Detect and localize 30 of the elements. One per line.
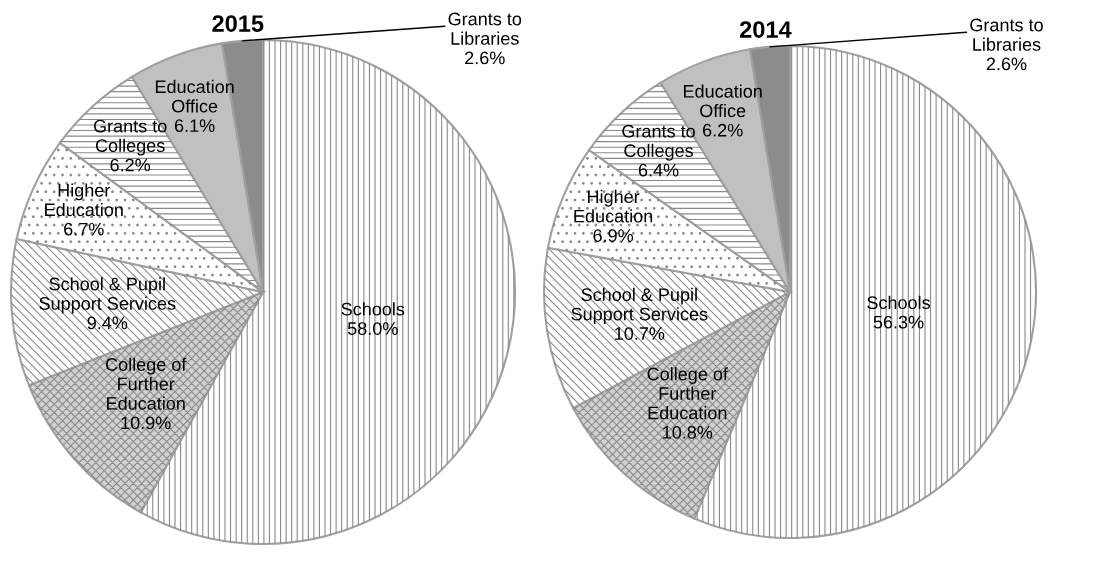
slice-label: School & Pupil Support Services	[571, 287, 708, 325]
data-label: 6.1%	[174, 119, 215, 133]
slice-label: Education Office	[155, 79, 234, 113]
slice-label: Schools	[341, 302, 405, 316]
slice-label: Education Office	[684, 84, 762, 118]
slice-label: College of Further Education	[647, 367, 728, 420]
data-label: 6.7%	[64, 222, 104, 236]
data-label: 6.2%	[110, 158, 151, 172]
slice-label: Higher Education	[45, 183, 123, 217]
slice-label: School & Pupil Support Services	[39, 277, 176, 314]
slice-label: College of Further Education	[105, 357, 187, 410]
slice-label: Grants to Colleges	[622, 124, 695, 161]
data-label: 6.4%	[638, 163, 679, 177]
data-label: 2.6%	[465, 51, 505, 65]
chart-title: 2015	[212, 15, 264, 32]
chart-title: 2014	[739, 21, 792, 38]
data-label: 6.2%	[703, 123, 743, 137]
data-label: 10.7%	[615, 327, 665, 340]
slice-label: Grants to Libraries	[448, 12, 522, 45]
data-label: 56.3%	[873, 315, 924, 329]
data-label: 9.4%	[87, 316, 128, 330]
data-label: 10.9%	[121, 416, 171, 430]
data-label: 10.8%	[663, 425, 713, 439]
slice-label: Higher Education	[574, 189, 653, 223]
data-label: 58.0%	[347, 322, 398, 335]
data-label: 2.6%	[986, 57, 1027, 71]
data-label: 6.9%	[593, 229, 634, 242]
slice-label: Schools	[867, 295, 930, 310]
slice-label: Grants to Libraries	[970, 18, 1043, 51]
slice-label: Grants to Colleges	[93, 119, 167, 156]
